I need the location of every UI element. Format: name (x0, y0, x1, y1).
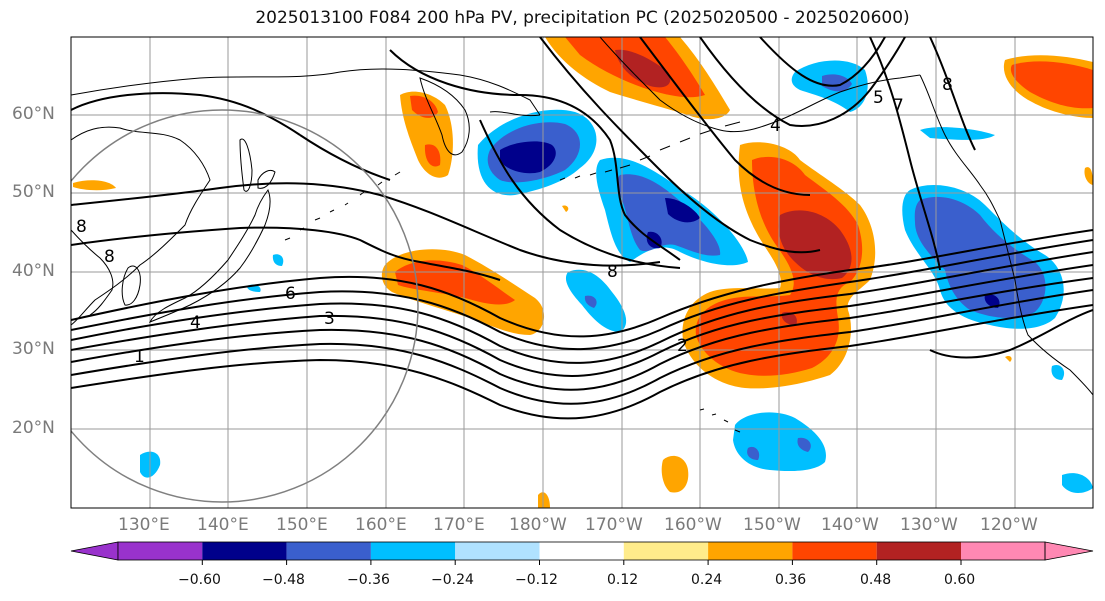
colorbar-tick-label: 0.12 (607, 572, 638, 588)
contour-label: 1 (134, 347, 145, 367)
lat-label: 30°N (12, 339, 55, 359)
lon-label: 160°E (355, 515, 407, 535)
lat-label: 60°N (12, 104, 55, 124)
lon-label: 160°W (664, 515, 722, 535)
colorbar-tick-label: −0.60 (178, 572, 221, 588)
contour-label: 8 (607, 262, 618, 282)
colorbar-bin (287, 542, 371, 560)
lon-label: 170°E (433, 515, 485, 535)
lat-label: 50°N (12, 182, 55, 202)
lon-label: 150°E (276, 515, 328, 535)
colorbar-bin (708, 542, 792, 560)
colorbar-tick-label: 0.36 (775, 572, 806, 588)
lon-label: 180°W (509, 515, 567, 535)
colorbar-extend-high (1045, 542, 1093, 560)
colorbar-bin (792, 542, 876, 560)
colorbar-tick-label: 0.24 (691, 572, 722, 588)
lon-label: 170°W (585, 515, 643, 535)
contour-label: 2 (677, 336, 688, 356)
contour-label: 4 (190, 313, 201, 333)
lon-label: 140°W (821, 515, 879, 535)
contour-label: 8 (104, 247, 115, 267)
colorbar-bin (624, 542, 708, 560)
lon-label: 130°W (900, 515, 958, 535)
colorbar-extend-low (71, 542, 118, 560)
colorbar-bin (371, 542, 455, 560)
colorbar-bin (961, 542, 1045, 560)
colorbar-bin (202, 542, 286, 560)
colorbar-bin (455, 542, 539, 560)
lon-label: 140°E (197, 515, 249, 535)
colorbar-bin (877, 542, 961, 560)
contour-label: 6 (285, 284, 296, 304)
contour-label: 8 (76, 217, 87, 237)
colorbar (71, 542, 1093, 565)
contour-label: 5 (873, 88, 884, 108)
colorbar-tick-label: −0.36 (347, 572, 390, 588)
contour-label: 4 (770, 116, 781, 136)
lon-label: 120°W (980, 515, 1038, 535)
colorbar-tick-label: 0.48 (860, 572, 891, 588)
colorbar-bin (540, 542, 624, 560)
lat-label: 40°N (12, 261, 55, 281)
colorbar-tick-label: −0.24 (431, 572, 474, 588)
colorbar-bin (118, 542, 202, 560)
colorbar-tick-label: 0.60 (944, 572, 975, 588)
contour-label: 3 (324, 309, 335, 329)
lon-label: 150°W (743, 515, 801, 535)
lat-label: 20°N (12, 418, 55, 438)
contour-label: 8 (942, 75, 953, 95)
colorbar-tick-label: −0.48 (262, 572, 305, 588)
colorbar-tick-label: −0.12 (515, 572, 558, 588)
contour-label: 7 (893, 96, 904, 116)
lon-label: 130°E (118, 515, 170, 535)
